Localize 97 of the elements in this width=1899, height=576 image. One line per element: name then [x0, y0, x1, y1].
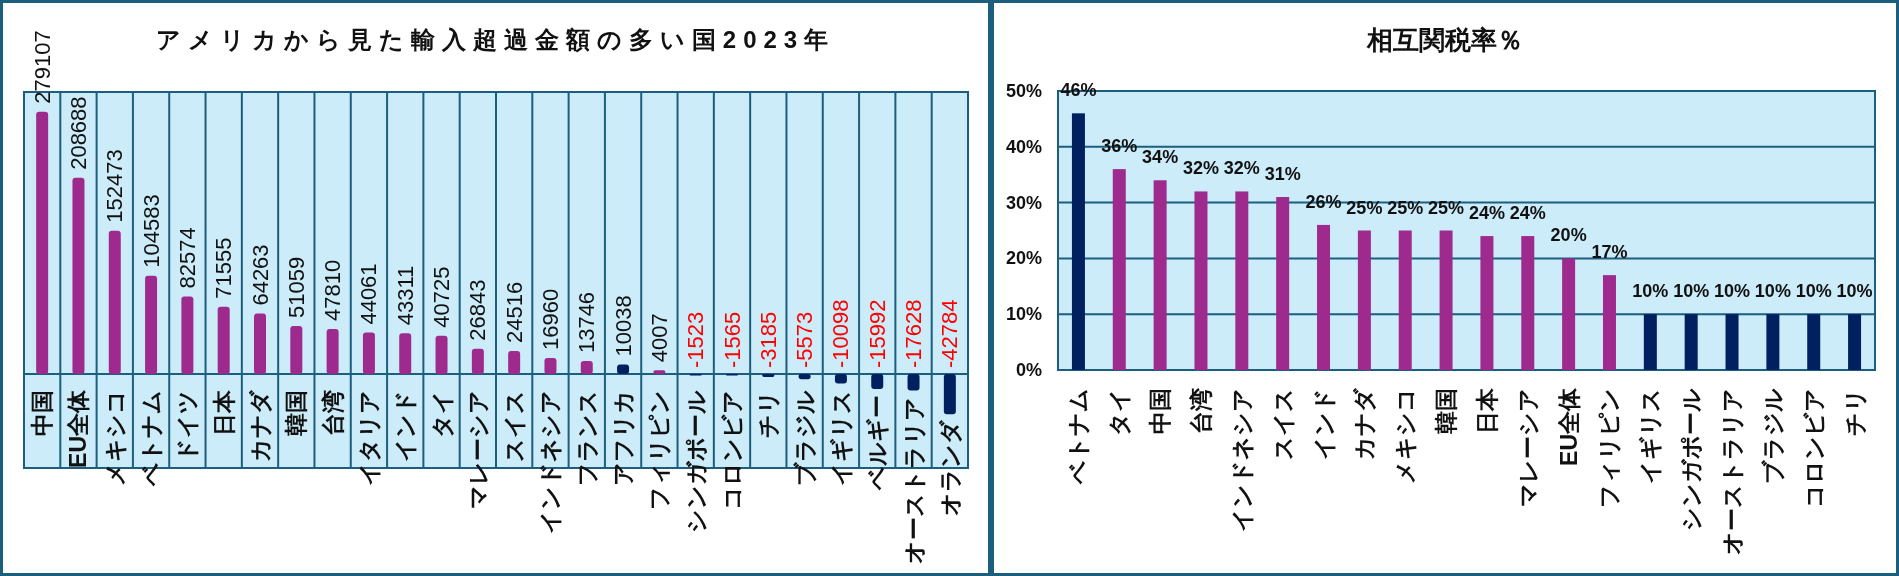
y-tick-label: 20%	[1005, 248, 1042, 269]
x-tick-label: 台湾	[1187, 388, 1214, 434]
y-tick-label: 50%	[1005, 81, 1042, 101]
data-label: 104583	[138, 194, 164, 268]
data-label: 51059	[283, 256, 309, 318]
x-tick-label: ベトナム	[138, 390, 165, 486]
data-label: -5573	[792, 311, 818, 368]
data-label: 26843	[465, 279, 491, 341]
data-label: 32%	[1182, 158, 1219, 179]
data-label: 10038	[610, 295, 636, 357]
data-label: -15992	[864, 299, 890, 368]
data-label: -10098	[828, 299, 854, 368]
x-tick-label: スイス	[501, 390, 528, 462]
data-label: 25%	[1387, 197, 1424, 218]
data-label: 43311	[392, 265, 418, 326]
x-tick-label: シンガポール	[1678, 388, 1705, 531]
data-label: -3185	[755, 311, 781, 368]
data-label: -42784	[937, 299, 963, 368]
data-label: 10%	[1836, 281, 1873, 302]
data-label: 44061	[356, 263, 382, 325]
data-label: 25%	[1428, 197, 1465, 218]
data-label: 279107	[29, 30, 55, 104]
x-tick-label: カナダ	[247, 390, 273, 462]
x-tick-label: ベトナム	[1065, 388, 1092, 484]
y-tick-label: 0%	[1016, 360, 1042, 380]
x-tick-label: メキシコ	[1392, 388, 1419, 484]
x-tick-label: メキシコ	[101, 390, 128, 486]
x-tick-label: インド	[1310, 388, 1337, 460]
x-tick-label: ドイツ	[174, 390, 201, 462]
x-tick-label: ベルギー	[864, 395, 891, 491]
data-label: 24516	[501, 281, 527, 343]
data-label: 82574	[174, 227, 200, 289]
x-tick-label: 中国	[29, 390, 56, 436]
x-tick-label: インド	[392, 390, 419, 462]
data-label: 47810	[320, 259, 346, 322]
x-tick-label: 台湾	[319, 390, 346, 436]
x-tick-label: イタリア	[355, 390, 382, 486]
x-tick-label: イギリス	[827, 390, 854, 486]
data-label: 20%	[1550, 225, 1587, 246]
data-label: -1523	[683, 311, 709, 368]
y-tick-label: 40%	[1005, 136, 1042, 157]
data-label: 10%	[1795, 281, 1832, 302]
y-tick-label: 10%	[1005, 304, 1042, 325]
x-tick-label: コロンビア	[719, 390, 745, 510]
x-tick-label: オランダ	[936, 420, 963, 517]
x-tick-label: マレーシア	[464, 390, 491, 509]
x-tick-label: 韓国	[1433, 388, 1460, 434]
title: アメリカから見た輸入超過金額の多い国2023年	[155, 26, 836, 53]
data-label: 17%	[1591, 242, 1628, 263]
x-tick-label: フランス	[573, 390, 600, 486]
x-tick-label: シンガポール	[682, 390, 709, 533]
x-tick-label: カナダ	[1351, 388, 1378, 460]
data-label: 34%	[1142, 147, 1179, 168]
x-tick-label: EU全体	[65, 390, 92, 468]
x-tick-label: オーストラリア	[1719, 388, 1746, 555]
x-tick-label: オーストラリア	[900, 396, 927, 564]
x-tick-label: アフリカ	[610, 390, 637, 486]
data-label: 25%	[1346, 197, 1383, 218]
x-tick-label: 日本	[210, 390, 237, 436]
data-label: -17628	[901, 299, 927, 368]
x-tick-label: タイ	[1106, 388, 1133, 436]
data-label: 40725	[429, 266, 455, 328]
x-tick-label: チリ	[755, 390, 782, 438]
x-tick-label: インドネシア	[537, 390, 564, 534]
x-tick-label: EU全体	[1555, 388, 1582, 466]
x-tick-label: イギリス	[1637, 388, 1664, 484]
data-label: 10%	[1754, 281, 1791, 302]
x-tick-label: フィリピン	[646, 390, 673, 510]
x-tick-label: マレーシア	[1514, 388, 1541, 507]
data-label: -1565	[719, 311, 745, 368]
x-tick-label: ブラジル	[1759, 388, 1786, 484]
data-label: 16960	[537, 288, 563, 351]
data-label: 64263	[247, 244, 273, 306]
x-tick-label: 中国	[1147, 388, 1174, 434]
data-label: 152473	[102, 149, 128, 223]
data-label: 208688	[65, 96, 91, 170]
data-label: 24%	[1468, 203, 1505, 224]
data-label: 4007	[646, 313, 672, 363]
x-tick-label: チリ	[1841, 388, 1868, 436]
x-tick-label: インドネシア	[1228, 388, 1255, 532]
x-tick-label: タイ	[428, 390, 455, 438]
data-label: 31%	[1264, 164, 1301, 184]
x-tick-label: ブラジル	[791, 390, 818, 486]
data-label: 10%	[1714, 281, 1751, 302]
y-tick-label: 30%	[1005, 192, 1042, 213]
x-tick-label: フィリピン	[1596, 388, 1623, 508]
x-tick-label: スイス	[1269, 388, 1296, 460]
data-label: 71555	[211, 237, 237, 299]
data-label: 10%	[1673, 281, 1710, 302]
data-label: 24%	[1509, 203, 1546, 224]
x-tick-label: コロンビア	[1800, 388, 1827, 508]
x-tick-label: 日本	[1473, 388, 1500, 434]
x-tick-label: 韓国	[283, 390, 310, 436]
data-label: 32%	[1223, 158, 1260, 179]
data-label: 10%	[1632, 281, 1669, 302]
data-label: 13746	[574, 291, 600, 354]
title: 相互関税率％	[1367, 25, 1523, 55]
